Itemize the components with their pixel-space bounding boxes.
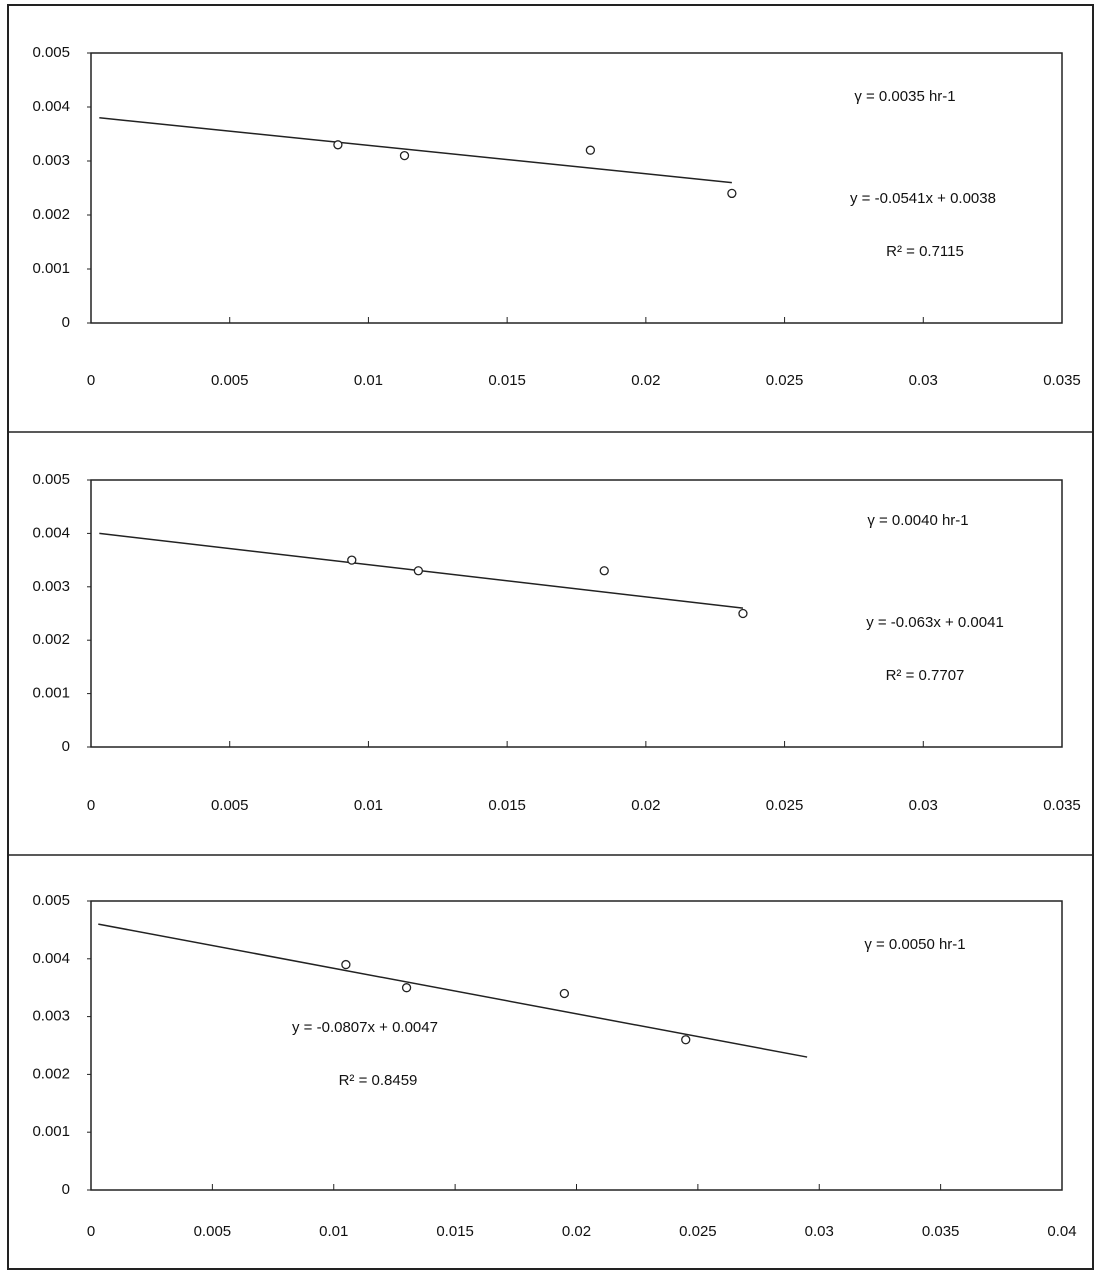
data-point [559,988,570,999]
data-point [401,983,412,993]
outer-border [7,4,1094,1270]
trendline [98,923,808,1058]
trendline [99,117,732,184]
x-tick-label: 0.005 [211,372,249,389]
data-point [347,555,357,565]
data-point [681,1035,691,1045]
annotation: y = -0.063x + 0.0041 [866,614,1004,631]
y-tick-label: 0.001 [32,260,70,277]
y-tick-label: 0.005 [32,44,70,61]
plot-frame [90,479,1063,748]
annotation: y = -0.0807x + 0.0047 [292,1019,438,1036]
y-tick-label: 0.002 [32,1065,70,1082]
annotation: γ = 0.0040 hr-1 [867,512,968,529]
y-tick-label: 0.001 [32,1123,70,1140]
y-tick-label: 0.003 [32,1008,70,1025]
x-tick-label: 0.035 [1043,797,1081,814]
x-tick-label: 0.035 [1043,372,1081,389]
x-tick-label: 0.01 [319,1223,348,1240]
x-tick-label: 0.03 [909,372,938,389]
x-tick-label: 0.01 [354,372,383,389]
y-tick-label: 0.004 [32,524,70,541]
annotation: R² = 0.7115 [886,243,964,260]
data-point [399,150,410,161]
x-tick-label: 0.035 [922,1223,960,1240]
annotation: y = -0.0541x + 0.0038 [850,190,996,207]
data-point [599,566,609,576]
x-tick-label: 0.025 [766,797,804,814]
x-tick-label: 0.025 [766,372,804,389]
data-point [333,140,343,150]
data-point [341,959,351,970]
y-tick-label: 0.004 [32,950,70,967]
annotation: γ = 0.0035 hr-1 [854,88,955,105]
x-tick-label: 0.015 [488,797,526,814]
x-tick-label: 0.005 [194,1223,232,1240]
y-tick-label: 0.005 [32,471,70,488]
y-tick-label: 0.003 [32,578,70,595]
data-point [585,145,596,155]
plot-frame [90,52,1063,324]
x-tick-label: 0 [87,1223,95,1240]
annotation: R² = 0.8459 [339,1072,418,1089]
y-tick-label: 0 [62,314,70,331]
y-tick-label: 0 [62,738,70,755]
x-tick-label: 0.02 [631,372,660,389]
y-tick-label: 0.002 [32,631,70,648]
data-point [727,188,737,199]
annotation: γ = 0.0050 hr-1 [864,936,965,953]
x-tick-label: 0.04 [1047,1223,1076,1240]
data-point [413,566,424,576]
x-tick-label: 0.03 [805,1223,834,1240]
annotation: R² = 0.7707 [886,667,965,684]
y-tick-label: 0.005 [32,892,70,909]
y-tick-label: 0.001 [32,685,70,702]
y-tick-label: 0.004 [32,98,70,115]
x-tick-label: 0.015 [436,1223,474,1240]
y-tick-label: 0 [62,1181,70,1198]
y-tick-label: 0.003 [32,152,70,169]
x-tick-label: 0 [87,797,95,814]
x-tick-label: 0.03 [909,797,938,814]
x-tick-label: 0.005 [211,797,249,814]
x-tick-label: 0.02 [631,797,660,814]
x-tick-label: 0.02 [562,1223,591,1240]
x-tick-label: 0.025 [679,1223,717,1240]
x-tick-label: 0.01 [354,797,383,814]
data-point [738,608,748,619]
x-tick-label: 0.015 [488,372,526,389]
x-tick-label: 0 [87,372,95,389]
y-tick-label: 0.002 [32,206,70,223]
